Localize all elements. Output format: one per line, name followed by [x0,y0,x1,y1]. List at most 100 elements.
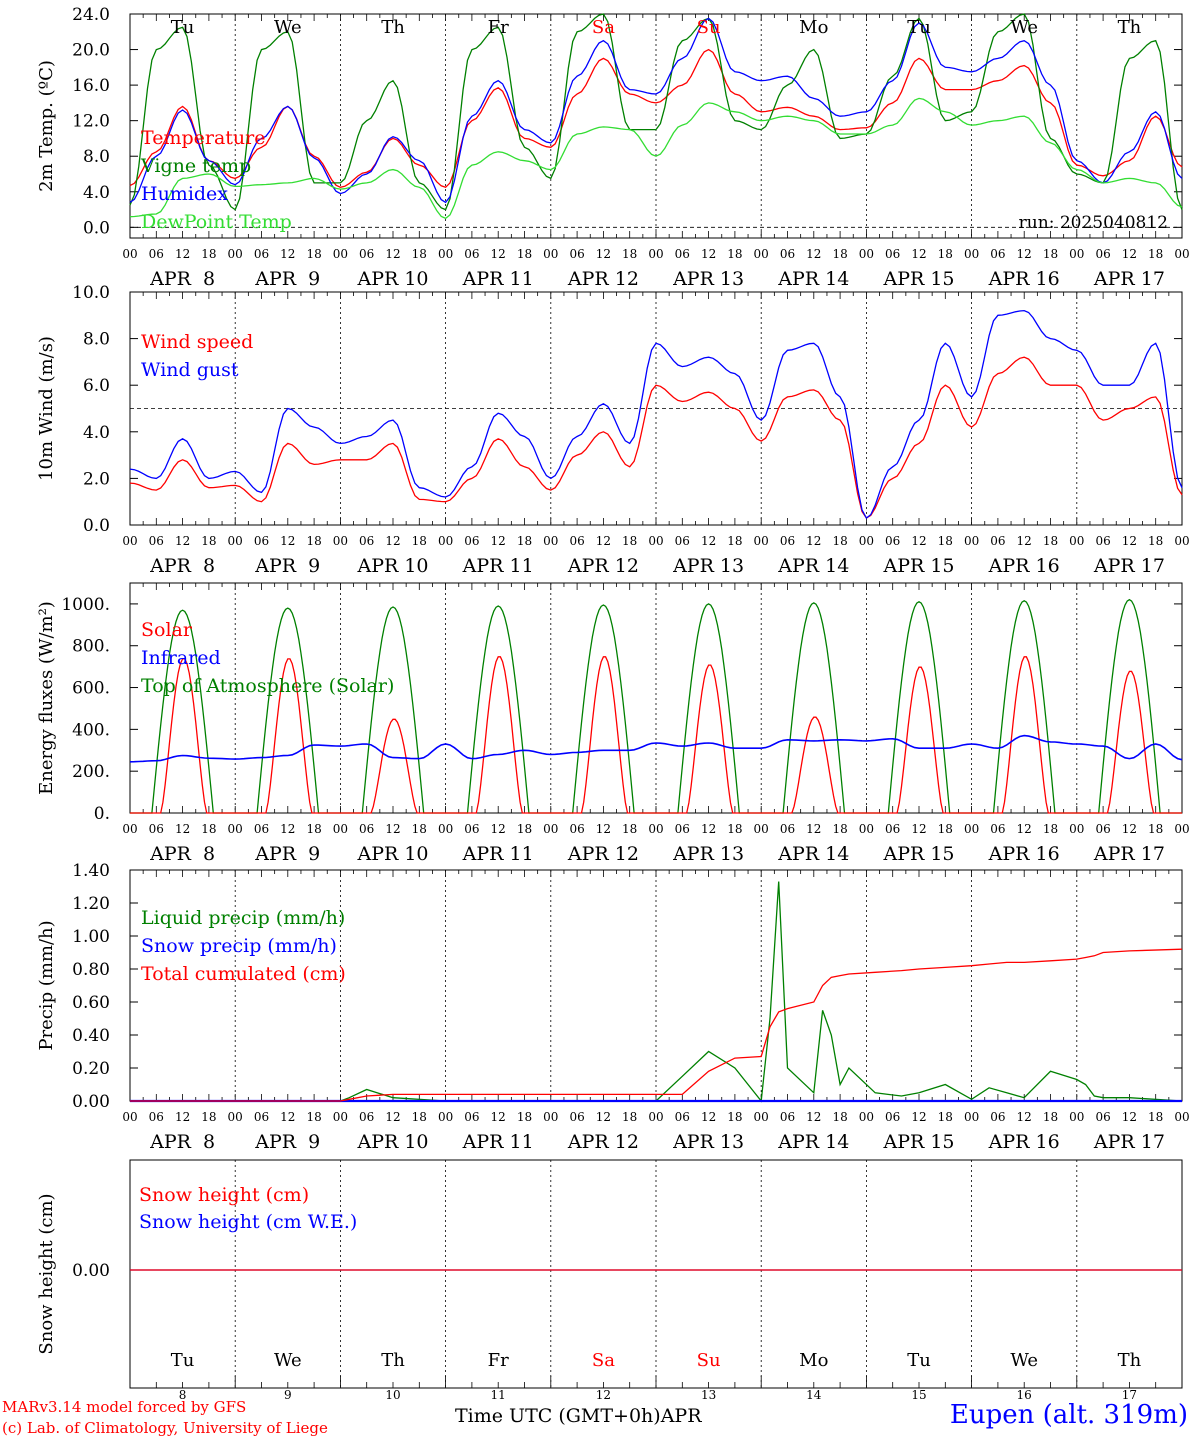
x-hour-tick-label: 18 [1043,534,1058,548]
x-hour-tick-label: 06 [254,247,269,261]
x-hour-tick-label: 12 [596,822,611,836]
y-tick-label: 0.0 [83,218,110,238]
x-hour-tick-label: 18 [517,247,532,261]
y-axis-title: 2m Temp. (ºC) [36,60,57,192]
x-hour-tick-label: 06 [464,1110,479,1124]
x-hour-tick-label: 06 [1095,534,1110,548]
x-day-label: APR 9 [254,268,320,290]
x-hour-tick-label: 12 [596,1110,611,1124]
x-hour-tick-label: 00 [964,822,979,836]
x-day-label: APR 13 [672,843,744,865]
day-number-label: 10 [385,1388,400,1402]
x-hour-tick-label: 12 [175,1110,190,1124]
x-day-label: APR 10 [356,555,428,577]
x-day-label: APR 17 [1093,268,1165,290]
day-number-label: 12 [596,1388,611,1402]
y-tick-label: 400. [72,720,110,740]
x-hour-tick-label: 06 [464,822,479,836]
y-tick-label: 6.0 [83,376,110,396]
x-day-label: APR 16 [988,843,1060,865]
x-hour-tick-label: 00 [333,534,348,548]
x-hour-tick-label: 06 [359,247,374,261]
x-hour-tick-label: 06 [254,1110,269,1124]
x-hour-tick-label: 18 [832,247,847,261]
x-hour-tick-label: 06 [885,1110,900,1124]
x-hour-tick-label: 18 [1148,247,1163,261]
x-hour-tick-label: 06 [569,822,584,836]
x-hour-tick-label: 18 [306,1110,321,1124]
weekday-label: Tu [907,17,931,38]
weekday-label: Fr [488,17,509,38]
x-hour-tick-label: 06 [1095,1110,1110,1124]
x-hour-tick-label: 18 [622,247,637,261]
y-tick-label: 200. [72,762,110,782]
run-annotation: run: 2025040812 [1019,213,1168,233]
x-hour-tick-label: 18 [306,534,321,548]
x-hour-tick-label: 12 [1122,1110,1137,1124]
x-hour-tick-label: 12 [596,534,611,548]
x-hour-tick-label: 00 [648,534,663,548]
station-label: Eupen (alt. 319m) [949,1400,1188,1430]
y-axis-title: Energy fluxes (W/m²) [36,601,57,795]
weekday-label: We [274,1350,302,1371]
x-hour-tick-label: 06 [149,1110,164,1124]
x-day-label: APR 17 [1093,555,1165,577]
x-day-label: APR 10 [356,268,428,290]
x-hour-tick-label: 00 [543,822,558,836]
x-day-label: APR 12 [567,843,639,865]
x-hour-tick-label: 06 [885,534,900,548]
x-hour-tick-label: 06 [780,247,795,261]
x-hour-tick-label: 12 [175,247,190,261]
y-tick-label: 0. [94,804,110,824]
x-hour-tick-label: 00 [1069,822,1084,836]
x-hour-tick-label: 00 [438,247,453,261]
x-hour-tick-label: 06 [569,534,584,548]
x-hour-tick-label: 12 [385,822,400,836]
x-hour-tick-label: 18 [201,534,216,548]
x-day-label: APR 14 [777,555,849,577]
x-day-label: APR 8 [149,268,215,290]
weekday-label: Fr [488,1350,509,1371]
x-hour-tick-label: 12 [1122,822,1137,836]
x-hour-tick-label: 12 [806,822,821,836]
y-tick-label: 0.00 [72,1092,110,1112]
x-day-label: APR 17 [1093,1131,1165,1153]
x-day-label: APR 15 [882,555,954,577]
y-tick-label: 0.40 [72,1026,110,1046]
day-number-label: 14 [806,1388,822,1402]
x-hour-tick-label: 00 [1174,1110,1189,1124]
weekday-label: We [1010,17,1038,38]
y-tick-label: 4.0 [83,183,110,203]
y-tick-label: 24.0 [72,5,110,25]
x-hour-tick-label: 12 [1017,822,1032,836]
x-hour-tick-label: 18 [517,1110,532,1124]
series-line [130,948,1183,1102]
x-hour-tick-label: 00 [122,534,137,548]
x-hour-tick-label: 12 [491,1110,506,1124]
y-tick-label: 1.20 [72,894,110,914]
legend-entry-3: Liquid precip (mm/h) [141,907,345,929]
x-hour-tick-label: 12 [1017,534,1032,548]
x-hour-tick-label: 18 [1043,822,1058,836]
weekday-label: We [1010,1350,1038,1371]
x-hour-tick-label: 00 [1174,534,1189,548]
x-hour-tick-label: 18 [1148,534,1163,548]
x-hour-tick-label: 06 [885,247,900,261]
weekday-label: Th [1118,17,1142,38]
x-day-label: APR 13 [672,268,744,290]
legend-entry-0: Humidex [141,183,228,205]
weekday-label: Mo [799,17,828,38]
x-day-label: APR 12 [567,268,639,290]
x-hour-tick-label: 00 [1174,247,1189,261]
x-hour-tick-label: 12 [701,247,716,261]
x-hour-tick-label: 00 [122,822,137,836]
x-hour-tick-label: 12 [806,247,821,261]
x-hour-tick-label: 06 [254,534,269,548]
x-day-label: APR 9 [254,843,320,865]
y-tick-label: 16.0 [72,76,110,96]
x-hour-tick-label: 06 [149,534,164,548]
x-hour-tick-label: 00 [1069,534,1084,548]
x-day-label: APR 16 [988,268,1060,290]
weekday-label: Su [697,1350,721,1371]
x-hour-tick-label: 06 [675,534,690,548]
